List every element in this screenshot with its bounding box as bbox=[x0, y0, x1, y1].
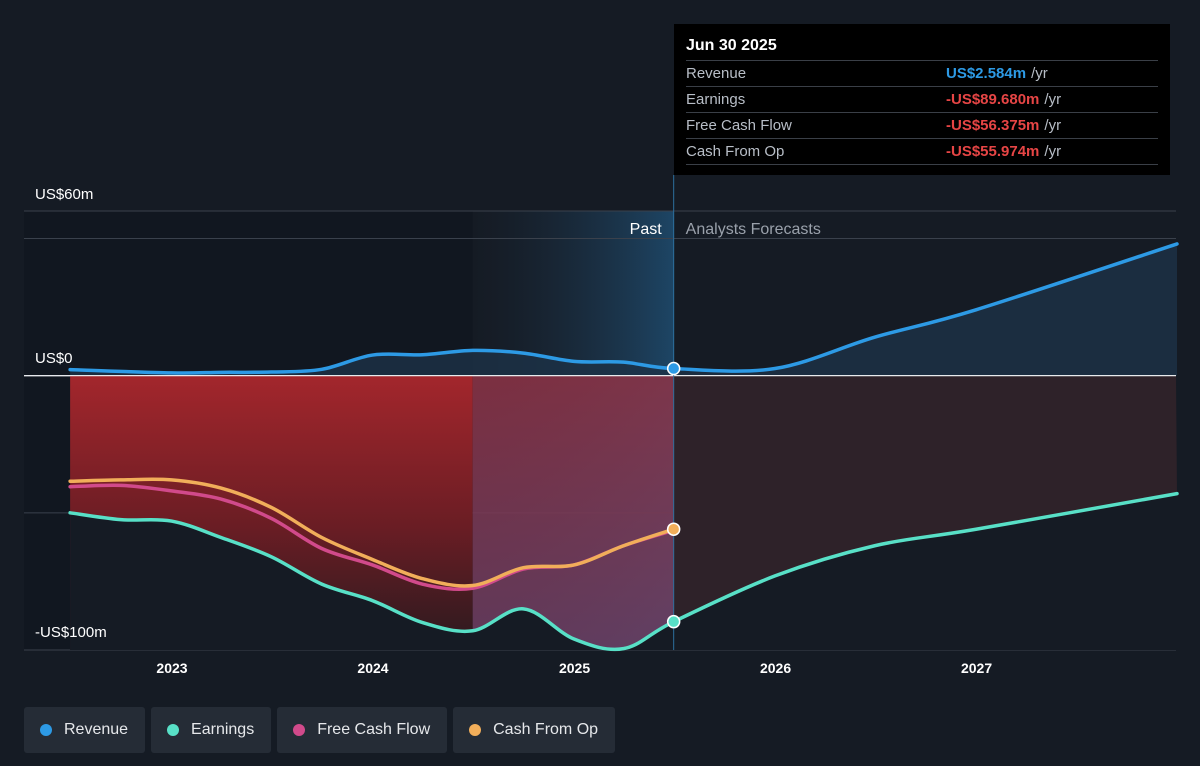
legend-label: Free Cash Flow bbox=[317, 721, 431, 738]
y-axis-bottom-label: -US$100m bbox=[35, 624, 107, 641]
legend-dot-icon bbox=[167, 724, 180, 736]
tooltip-row-free-cash-flow: Free Cash Flow -US$56.375m /yr bbox=[686, 112, 1158, 138]
x-tick-label: 2026 bbox=[760, 660, 791, 676]
tooltip-value: -US$55.974m bbox=[946, 143, 1040, 160]
negative-area-recent bbox=[472, 375, 674, 650]
tooltip-unit: /yr bbox=[1031, 65, 1048, 82]
cash-from-op-line bbox=[68, 477, 676, 588]
tooltip-label: Cash From Op bbox=[686, 143, 785, 160]
tooltip-value: US$2.584m bbox=[946, 65, 1027, 82]
revenue-marker[interactable] bbox=[666, 361, 681, 376]
forecast-label: Analysts Forecasts bbox=[686, 221, 821, 238]
legend-item-revenue[interactable]: Revenue bbox=[24, 707, 146, 753]
legend-item-earnings[interactable]: Earnings bbox=[151, 707, 272, 753]
forecast-earnings-area bbox=[673, 375, 1177, 622]
tooltip-unit: /yr bbox=[1044, 91, 1062, 108]
legend-label: Cash From Op bbox=[493, 721, 599, 738]
earnings-marker[interactable] bbox=[666, 614, 681, 629]
past-label: Past bbox=[630, 221, 663, 238]
legend-item-free-cash-flow[interactable]: Free Cash Flow bbox=[277, 707, 448, 753]
x-tick-label: 2025 bbox=[559, 660, 590, 676]
x-tick-label: 2027 bbox=[961, 660, 992, 676]
tooltip-row-cash-from-op: Cash From Op -US$55.974m /yr bbox=[686, 138, 1158, 165]
tooltip-label: Free Cash Flow bbox=[686, 117, 792, 134]
y-axis-top-label: US$60m bbox=[35, 186, 93, 203]
x-tick-label: 2023 bbox=[156, 660, 187, 676]
legend-dot-icon bbox=[40, 724, 52, 736]
financial-chart: US$60m US$0 -US$100m Past Analysts Forecasts… bbox=[24, 175, 1179, 676]
y-axis-zero-label: US$0 bbox=[35, 350, 73, 367]
earnings-underlay bbox=[70, 493, 1177, 650]
tooltip-value: -US$89.680m bbox=[946, 91, 1040, 108]
legend-dot-icon bbox=[469, 724, 482, 736]
tooltip-date: Jun 30 2025 bbox=[686, 37, 777, 54]
revenue-area bbox=[70, 243, 1177, 376]
tooltip-panel: Jun 30 2025 Revenue US$2.584m /yr Earnin… bbox=[674, 24, 1170, 175]
chart-legend: Revenue Earnings Free Cash Flow Cash Fro… bbox=[24, 707, 616, 753]
tooltip-label: Earnings bbox=[686, 91, 746, 108]
tooltip-row-earnings: Earnings -US$89.680m /yr bbox=[686, 86, 1158, 112]
tooltip-value: -US$56.375m bbox=[946, 117, 1040, 134]
legend-dot-icon bbox=[293, 724, 306, 736]
tooltip-label: Revenue bbox=[686, 65, 747, 82]
tooltip-unit: /yr bbox=[1044, 117, 1062, 134]
revenue-line bbox=[68, 242, 1179, 375]
legend-label: Earnings bbox=[191, 721, 255, 738]
x-tick-label: 2024 bbox=[357, 660, 388, 676]
legend-item-cash-from-op[interactable]: Cash From Op bbox=[453, 707, 616, 753]
tooltip-row-revenue: Revenue US$2.584m /yr bbox=[686, 60, 1158, 86]
legend-label: Revenue bbox=[64, 721, 129, 738]
cash-from-op-marker[interactable] bbox=[666, 522, 681, 536]
earnings-line bbox=[68, 491, 1179, 652]
tooltip-unit: /yr bbox=[1044, 143, 1062, 160]
